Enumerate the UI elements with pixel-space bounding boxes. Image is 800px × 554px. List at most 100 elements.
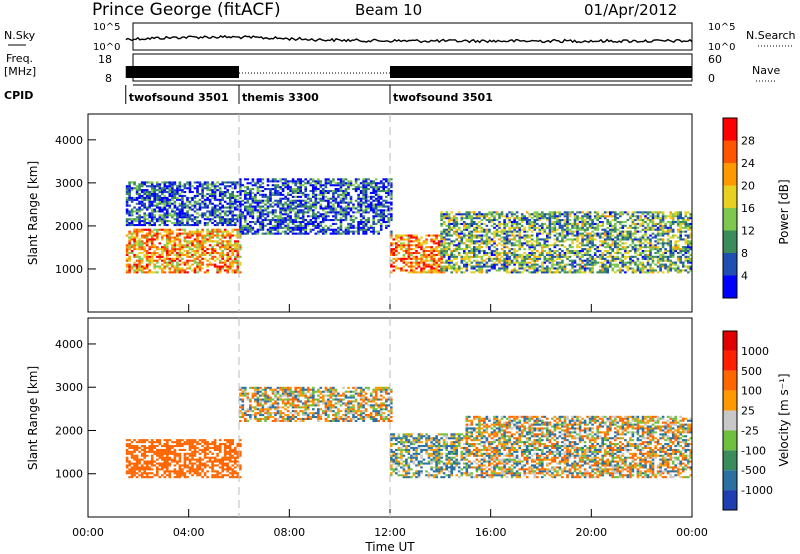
power-cell-2442 — [379, 224, 383, 227]
power-cell-624 — [228, 238, 232, 241]
power-cell-2926 — [455, 271, 458, 274]
power-cell-4611 — [659, 217, 662, 220]
power-cell-37 — [130, 238, 134, 241]
power-cell-4857 — [689, 222, 693, 225]
power-cell-91 — [138, 228, 141, 231]
power-cell-3145 — [480, 250, 484, 253]
power-cell-4423 — [639, 271, 642, 274]
power-cell-1801 — [291, 188, 295, 191]
power-cell-1968 — [314, 207, 318, 210]
power-cell-1110 — [191, 218, 194, 221]
power-cell-3462 — [520, 267, 524, 270]
power-cell-4189 — [609, 263, 612, 266]
power-cell-4037 — [588, 242, 592, 245]
power-cell-1524 — [256, 221, 260, 224]
power-cell-4156 — [603, 240, 607, 243]
power-cell-3069 — [470, 211, 474, 214]
power-cell-157 — [150, 259, 154, 262]
power-cell-2415 — [374, 191, 378, 194]
power-cell-680 — [239, 255, 242, 258]
power-cell-1736 — [284, 203, 287, 206]
power-cell-1325 — [228, 206, 232, 209]
power-cell-4498 — [646, 236, 650, 239]
power-cell-2256 — [354, 217, 358, 220]
power-cell-2050 — [324, 186, 328, 189]
power-cell-2577 — [400, 236, 403, 239]
power-cell-3091 — [473, 211, 476, 214]
power-cell-4298 — [621, 248, 625, 251]
power-cell-2124 — [337, 232, 340, 235]
power-cell-1934 — [309, 197, 313, 200]
power-cell-4400 — [634, 222, 637, 225]
power-cell-4551 — [651, 211, 655, 214]
power-cell-61 — [135, 265, 139, 268]
power-cell-2350 — [364, 178, 368, 181]
power-cell-3194 — [485, 215, 489, 218]
power-cell-606 — [226, 244, 229, 247]
power-cell-3183 — [485, 244, 489, 247]
power-cell-4085 — [593, 226, 597, 229]
power-cell-770 — [138, 202, 141, 205]
power-cell-4047 — [588, 217, 592, 220]
power-cell-1744 — [284, 178, 287, 181]
power-cell-781 — [140, 216, 144, 219]
velocity-cell-37 — [130, 446, 134, 449]
power-cell-187 — [156, 259, 159, 262]
power-cell-4118 — [598, 234, 602, 237]
power-cell-644 — [234, 261, 237, 264]
power-cell-3465 — [520, 261, 524, 264]
power-cell-4190 — [609, 261, 612, 264]
power-cell-4845 — [689, 253, 693, 256]
power-cell-344 — [181, 248, 184, 251]
power-cell-4180 — [606, 232, 609, 235]
power-cell-3046 — [468, 213, 471, 216]
power-cell-749 — [135, 216, 139, 219]
power-cell-1608 — [266, 184, 270, 187]
power-cell-1251 — [216, 214, 219, 217]
power-cell-633 — [231, 259, 234, 262]
power-cell-3826 — [563, 236, 567, 239]
power-cell-766 — [138, 214, 141, 217]
power-cell-3186 — [485, 238, 489, 241]
power-cell-1903 — [304, 190, 307, 193]
power-cell-2045 — [324, 205, 328, 208]
power-cell-2362 — [367, 188, 370, 191]
power-cell-4711 — [671, 228, 675, 231]
power-cell-3152 — [480, 230, 484, 233]
power-cell-4813 — [684, 215, 688, 218]
power-cell-2864 — [447, 265, 451, 268]
power-cell-4625 — [661, 238, 665, 241]
power-cell-645 — [234, 259, 237, 262]
power-cell-1417 — [241, 230, 245, 233]
power-cell-991 — [171, 187, 174, 190]
power-cell-4827 — [687, 244, 690, 247]
power-cell-3219 — [490, 257, 494, 260]
power-cell-595 — [226, 271, 229, 274]
power-cell-4575 — [656, 250, 660, 253]
power-cell-571 — [221, 252, 224, 255]
power-cell-2556 — [395, 242, 398, 245]
power-cell-1924 — [309, 228, 313, 231]
power-cell-1958 — [312, 180, 315, 183]
power-colorbar-tick-4: 12 — [741, 225, 755, 238]
power-cell-222 — [163, 271, 167, 274]
power-cell-3837 — [566, 271, 569, 274]
power-cell-748 — [135, 218, 139, 221]
velocity-cell-55 — [135, 476, 139, 479]
power-cell-3240 — [493, 250, 496, 253]
power-cell-1085 — [186, 206, 189, 209]
power-cell-1656 — [274, 199, 277, 202]
power-cell-4309 — [621, 213, 625, 216]
power-cell-1189 — [206, 216, 209, 219]
power-cell-3804 — [561, 244, 564, 247]
power-cell-2630 — [410, 236, 413, 239]
velocity-cell-32 — [130, 462, 134, 465]
power-cell-2726 — [430, 257, 433, 260]
power-cell-4138 — [601, 232, 604, 235]
power-cell-467 — [201, 240, 204, 243]
power-cell-3120 — [478, 255, 481, 258]
power-cell-1292 — [223, 220, 227, 223]
power-cell-2327 — [364, 232, 368, 235]
power-cell-787 — [140, 196, 144, 199]
power-cell-2502 — [387, 184, 391, 187]
